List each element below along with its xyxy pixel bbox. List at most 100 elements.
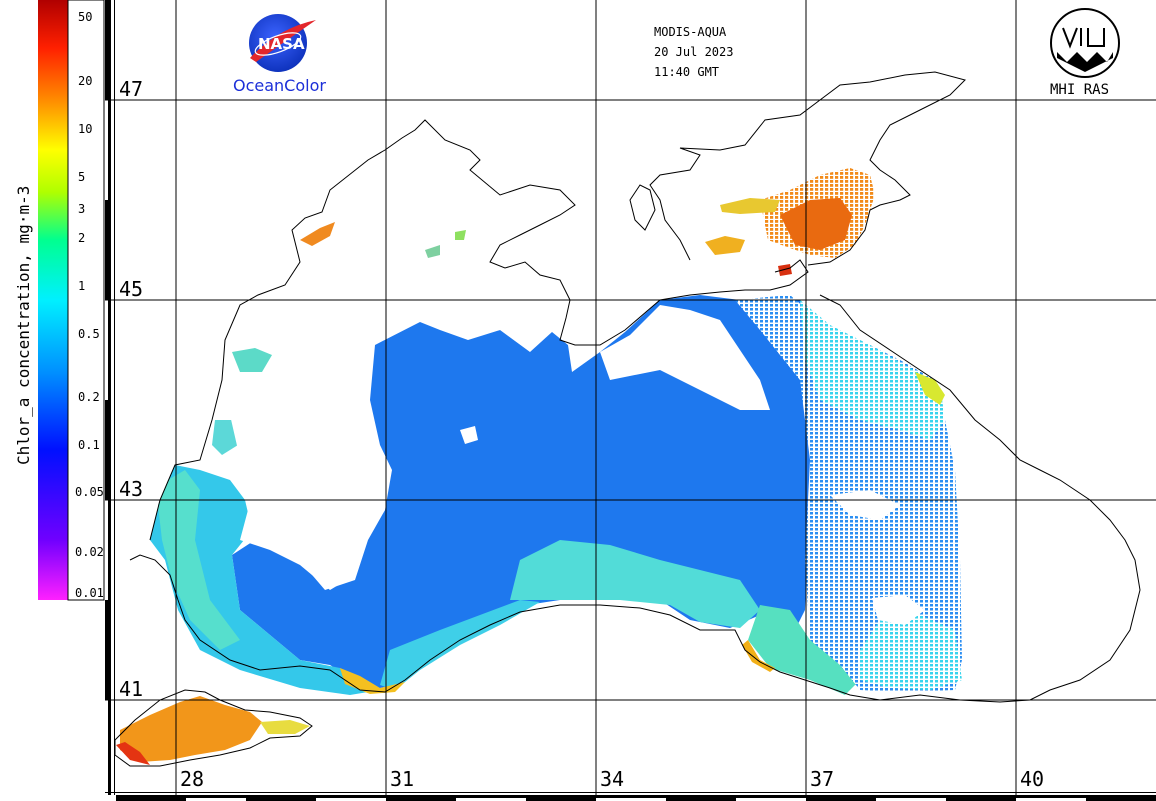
bottom-scale-bar-1 <box>116 795 186 801</box>
coastline <box>114 71 1141 767</box>
coastline-marmara <box>114 689 313 767</box>
east-coast-yellow-bloom <box>915 372 945 405</box>
lat-label-43: 43 <box>119 477 143 501</box>
mhi-wave-icon <box>1057 52 1113 72</box>
bottom-scale-bar-10 <box>736 795 806 798</box>
colorbar-tick-5: 5 <box>78 170 85 184</box>
bottom-scale-bar-12 <box>876 795 946 798</box>
colorbar-tick-0.01: 0.01 <box>75 586 104 600</box>
bottom-scale-bar-8 <box>596 795 666 798</box>
cloud-gap-east-2 <box>872 595 925 625</box>
bottom-scale-bar-13 <box>946 795 1016 801</box>
colorbar-tick-0.5: 0.5 <box>78 327 100 341</box>
bottom-scale-bar-5 <box>386 795 456 801</box>
lon-label-34: 34 <box>600 767 624 791</box>
left-scale-bar-7 <box>105 600 111 700</box>
sinop-coast-bloom <box>742 640 775 672</box>
colorbar-tick-10: 10 <box>78 122 92 136</box>
lon-label-37: 37 <box>810 767 834 791</box>
nasa-orbit-icon <box>254 32 302 56</box>
bottom-scale-bar-7 <box>526 795 596 801</box>
south-coastal-chlorophyll <box>510 540 760 628</box>
east-swath-south <box>860 615 962 690</box>
izmit-yellow <box>260 720 310 734</box>
acquisition-date: 20 Jul 2023 <box>654 45 733 59</box>
lon-label-40: 40 <box>1020 767 1044 791</box>
east-swath-coastal <box>800 300 945 440</box>
left-scale-bar-3 <box>105 200 111 300</box>
bottom-scale-bar-14 <box>1016 795 1086 798</box>
coastline-azov <box>649 71 966 266</box>
marmara-sea-chlorophyll <box>120 696 262 762</box>
colorbar-tick-panel <box>67 0 105 601</box>
latitude-labels: 47 45 43 41 <box>119 77 143 701</box>
cloud-gap-north <box>380 300 520 336</box>
colorbar-tick-0.1: 0.1 <box>78 438 100 452</box>
left-scale-bar-1 <box>105 0 111 100</box>
acquisition-time: 11:40 GMT <box>654 65 719 79</box>
colorbar-axis-label: Chlor_a concentration, mg·m-3 <box>14 186 33 465</box>
colorbar-ramp <box>38 0 68 600</box>
bottom-frame-line <box>105 792 1156 793</box>
cloud-gap-center <box>460 426 478 444</box>
cloud-gap-east-1 <box>830 490 900 520</box>
left-scale-bar-2 <box>108 100 111 200</box>
colorbar-tick-0.2: 0.2 <box>78 390 100 404</box>
mhi-ras-logo: MHI RAS <box>1050 8 1120 98</box>
colorbar-tick-2: 2 <box>78 231 85 245</box>
graticule <box>105 0 1156 795</box>
satellite-name: MODIS-AQUA <box>654 25 727 39</box>
lat-label-45: 45 <box>119 277 143 301</box>
colorbar-tick-20: 20 <box>78 74 92 88</box>
left-scale-bar-5 <box>105 400 111 500</box>
colorbar-tick-3: 3 <box>78 202 85 216</box>
oceancolor-caption: OceanColor <box>233 76 326 95</box>
east-south-coastal-chlorophyll <box>748 605 860 695</box>
colorbar-tick-0.02: 0.02 <box>75 545 104 559</box>
longitude-labels: 28 31 34 37 40 <box>180 767 1044 791</box>
marmara-red-fringe <box>116 742 150 765</box>
bottom-scale-bar-4 <box>316 795 386 798</box>
colorbar-tick-1: 1 <box>78 279 85 293</box>
left-scale-bar-8 <box>108 700 111 795</box>
nasa-swoosh-icon <box>250 20 316 62</box>
colorbar-tick-50: 50 <box>78 10 92 24</box>
bottom-scale-bar-9 <box>666 795 736 801</box>
left-scale-bar-4 <box>108 300 111 400</box>
mhi-letters-icon <box>1062 27 1105 49</box>
lon-label-31: 31 <box>390 767 414 791</box>
bottom-scale-bar-6 <box>456 795 526 798</box>
west-coastal-chlorophyll-outer <box>158 470 240 650</box>
bottom-scale-bar-3 <box>246 795 316 801</box>
left-frame-line <box>114 0 115 795</box>
azov-core-bloom <box>780 198 852 250</box>
lon-label-28: 28 <box>180 767 204 791</box>
bottom-scale-bar-2 <box>186 795 246 798</box>
nasa-wordmark: NASA <box>258 35 305 53</box>
lat-label-47: 47 <box>119 77 143 101</box>
frame-scale <box>105 0 1156 801</box>
acquisition-info: MODIS-AQUA 20 Jul 2023 11:40 GMT <box>654 25 733 79</box>
coastline-west-north <box>149 119 809 541</box>
bottom-scale-bar-15 <box>1086 795 1156 801</box>
chlorophyll-field <box>116 168 962 765</box>
mhi-ras-caption: MHI RAS <box>1050 82 1109 98</box>
bottom-scale-bar-11 <box>806 795 876 801</box>
nw-shelf-patch <box>300 222 335 246</box>
kerch-strait-bloom <box>778 264 792 276</box>
colorbar-tick-0.05: 0.05 <box>75 485 104 499</box>
karkinit-patch <box>455 230 466 240</box>
cloud-gap-crimea <box>600 305 770 410</box>
colorbar: Chlor_a concentration, mg·m-3 50 20 10 5… <box>14 0 105 601</box>
coastline-crimea-inner <box>629 184 656 231</box>
azov-south-patch <box>705 236 745 255</box>
left-scale-bar-6 <box>108 500 111 600</box>
bulgaria-coast-patch <box>212 420 238 455</box>
crimea-west-patch <box>425 245 440 258</box>
lat-label-41: 41 <box>119 677 143 701</box>
cloud-gap-west <box>230 395 385 590</box>
nasa-logo: NASA OceanColor <box>233 14 326 95</box>
azov-west-patch <box>720 198 780 214</box>
